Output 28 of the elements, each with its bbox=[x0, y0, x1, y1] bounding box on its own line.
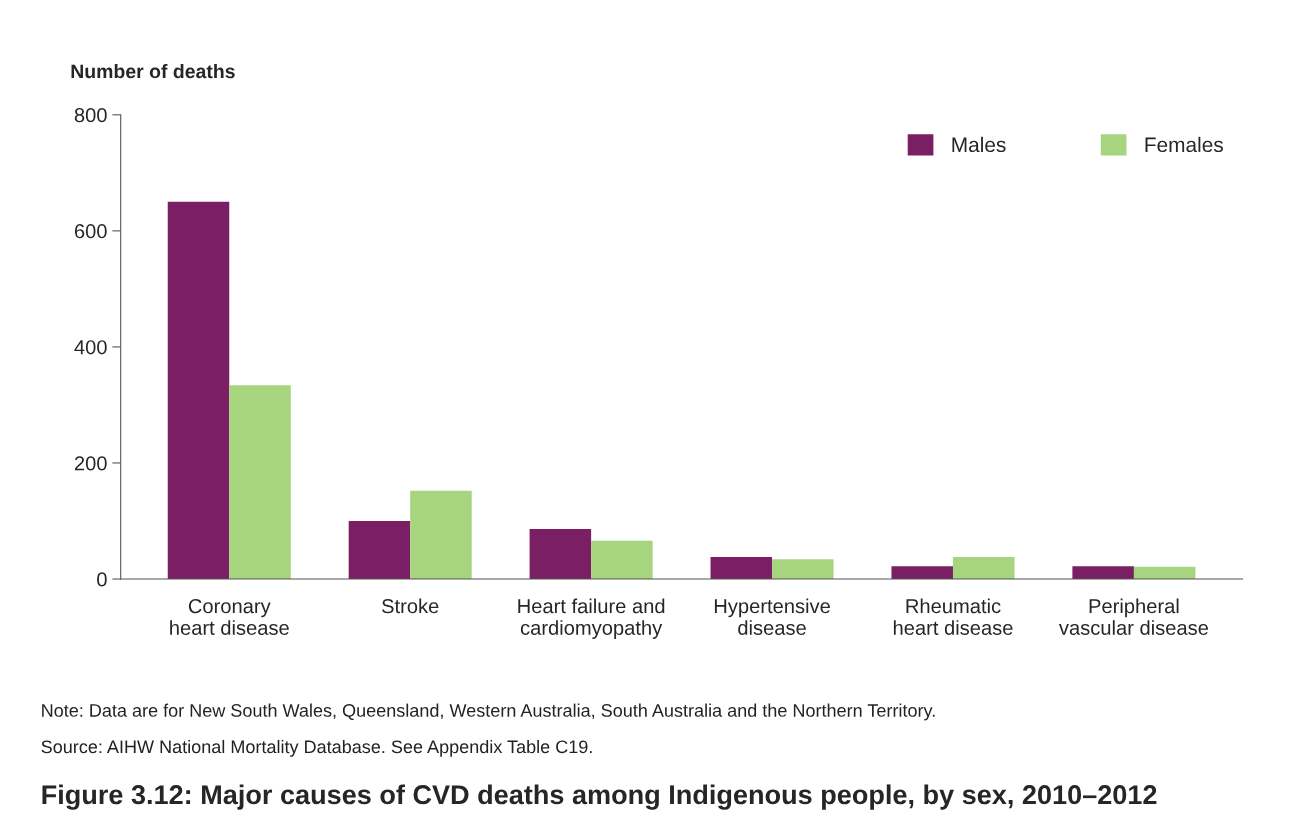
bar bbox=[952, 556, 1015, 580]
x-tick-label: Heart failure and cardiomyopathy bbox=[518, 598, 665, 639]
x-tick-label: Hypertensive disease bbox=[714, 598, 830, 635]
y-tick-label: 600 bbox=[74, 224, 107, 239]
bar bbox=[529, 529, 592, 580]
x-tick-label: Peripheral vascular disease bbox=[1058, 598, 1209, 635]
bar bbox=[1072, 566, 1134, 580]
y-tick-label: 200 bbox=[74, 456, 107, 471]
legend-label: Females bbox=[1145, 136, 1223, 153]
bar bbox=[891, 566, 953, 580]
y-tick-label: 400 bbox=[74, 340, 107, 355]
x-tick-label: Coronary heart disease bbox=[170, 599, 289, 635]
y-axis-title: Number of deaths bbox=[71, 63, 235, 79]
bar bbox=[229, 385, 291, 580]
bar bbox=[167, 201, 230, 580]
text: Figure 3.12: Major causes of CVD deaths among Indigenous people, by sex, 2010–2012 bbox=[42, 784, 1157, 810]
x-tick-label: Stroke bbox=[382, 598, 439, 614]
y-tick-label: 800 bbox=[74, 108, 107, 123]
x-tick-label: Rheumatic heart disease bbox=[893, 598, 1013, 635]
bar bbox=[772, 559, 834, 580]
legend-label: Males bbox=[952, 136, 1006, 153]
bar bbox=[348, 521, 411, 580]
text: Note: Data are for New South Wales, Queensland, Western Australia, South Australia and the Northern Territory. bbox=[42, 703, 935, 721]
bar bbox=[710, 556, 773, 580]
y-tick-label: 0 bbox=[97, 572, 107, 587]
bar bbox=[591, 540, 653, 580]
bar bbox=[410, 490, 472, 580]
source-note: Source: AIHW National Mortality Database. See Appendix Table C19. bbox=[41, 739, 592, 757]
